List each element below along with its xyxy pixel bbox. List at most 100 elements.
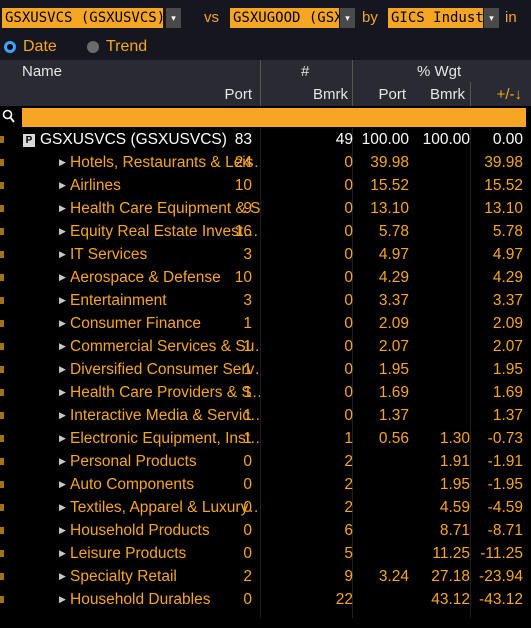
table-row[interactable]: ▶ Personal Products 0 2 1.91 -1.91 [0, 450, 531, 473]
table-row-total[interactable]: P GSXUSVCS (GSXUSVCS) 83 49 100.00 100.0… [0, 128, 531, 151]
cell-port-count: 1 [243, 338, 252, 355]
table-row[interactable]: ▶ Entertainment 3 0 3.37 3.37 [0, 289, 531, 312]
column-header-difference[interactable]: +/-↓ [496, 85, 522, 103]
column-header-name[interactable]: Name [22, 62, 63, 80]
cell-port-count: 1 [243, 315, 252, 332]
radio-trend-label: Trend [106, 38, 148, 55]
expand-arrow-icon[interactable]: ▶ [59, 571, 66, 581]
expand-arrow-icon[interactable]: ▶ [59, 318, 66, 328]
expand-arrow-icon[interactable]: ▶ [59, 410, 66, 420]
cell-bmrk-weight: 27.18 [431, 568, 470, 585]
search-icon[interactable] [2, 109, 16, 124]
cell-weight-diff: 39.98 [484, 154, 523, 171]
grouping-selector[interactable]: GICS Industri [388, 8, 483, 28]
portfolio-dropdown-icon[interactable]: ▾ [166, 8, 181, 28]
table-row[interactable]: ▶ Aerospace & Defense 10 0 4.29 4.29 [0, 266, 531, 289]
expand-arrow-icon[interactable]: ▶ [59, 548, 66, 558]
row-name: Household Durables [70, 591, 211, 608]
table-row[interactable]: ▶ Leisure Products 0 5 11.25 -11.25 [0, 542, 531, 565]
row-name: Hotels, Restaurants & Leis… [70, 154, 260, 171]
expand-arrow-icon[interactable]: ▶ [59, 364, 66, 374]
table-row[interactable]: ▶ Auto Components 0 2 1.95 -1.95 [0, 473, 531, 496]
column-header-bmrk[interactable]: Bmrk [313, 85, 348, 103]
column-header-weight-port[interactable]: Port [378, 85, 406, 103]
table-row[interactable]: ▶ Health Care Equipment & S… 9 0 13.10 13.10 [0, 197, 531, 220]
expand-arrow-icon[interactable]: ▶ [59, 249, 66, 259]
expand-arrow-icon[interactable]: ▶ [59, 387, 66, 397]
row-marker [0, 366, 4, 373]
table-row[interactable]: ▶ Household Products 0 6 8.71 -8.71 [0, 519, 531, 542]
table-row[interactable]: ▶ Consumer Finance 1 0 2.09 2.09 [0, 312, 531, 335]
radio-trend[interactable]: Trend [87, 37, 147, 57]
expand-arrow-icon[interactable]: ▶ [59, 157, 66, 167]
table-row[interactable]: ▶ Electronic Equipment, Inst… 1 1 0.56 1.30 -0… [0, 427, 531, 450]
cell-bmrk-count: 0 [344, 269, 353, 286]
cell-bmrk-weight: 1.30 [439, 430, 470, 447]
cell-weight-diff: 2.07 [492, 338, 523, 355]
table-row[interactable]: ▶ Equity Real Estate Invest… 16 0 5.78 5.78 [0, 220, 531, 243]
cell-port-count: 16 [234, 223, 252, 240]
column-header-port[interactable]: Port [224, 85, 252, 103]
expand-arrow-icon[interactable]: ▶ [59, 479, 66, 489]
expand-arrow-icon[interactable]: ▶ [59, 203, 66, 213]
row-marker [0, 159, 4, 166]
expand-arrow-icon[interactable]: ▶ [59, 525, 66, 535]
expand-arrow-icon[interactable]: ▶ [59, 341, 66, 351]
table-row[interactable]: ▶ IT Services 3 0 4.97 4.97 [0, 243, 531, 266]
row-marker [0, 274, 4, 281]
portfolio-selector[interactable]: GSXUSVCS (GSXUSVCS) [2, 8, 163, 28]
cell-port-weight: 1.37 [378, 407, 409, 424]
cell-weight-diff: 4.29 [492, 269, 523, 286]
cell-port-count: 0 [243, 453, 252, 470]
row-name: Interactive Media & Servic… [70, 407, 260, 424]
row-name: Textiles, Apparel & Luxury… [70, 499, 260, 516]
table-row[interactable]: ▶ Household Durables 0 22 43.12 -43.12 [0, 588, 531, 611]
cell-bmrk-count: 2 [344, 476, 353, 493]
expand-arrow-icon[interactable]: ▶ [59, 272, 66, 282]
grouping-dropdown-icon[interactable]: ▾ [484, 8, 499, 28]
table-row[interactable]: ▶ Health Care Providers & S… 1 0 1.69 1.69 [0, 381, 531, 404]
row-name: Diversified Consumer Serv… [70, 361, 260, 378]
cell-bmrk-count: 5 [344, 545, 353, 562]
cell-port-weight: 4.97 [378, 246, 409, 263]
filter-input[interactable] [22, 108, 526, 127]
table-row[interactable]: ▶ Commercial Services & Su… 1 0 2.07 2.07 [0, 335, 531, 358]
cell-bmrk-weight: 4.59 [439, 499, 470, 516]
cell-port-weight: 3.24 [378, 568, 409, 585]
portfolio-badge-icon: P [23, 134, 35, 147]
expand-arrow-icon[interactable]: ▶ [59, 502, 66, 512]
cell-port-weight: 5.78 [378, 223, 409, 240]
benchmark-dropdown-icon[interactable]: ▾ [340, 8, 355, 28]
cell-port-weight: 13.10 [370, 200, 409, 217]
table-row[interactable]: ▶ Textiles, Apparel & Luxury… 0 2 4.59 -4.59 [0, 496, 531, 519]
cell-bmrk-count: 0 [344, 292, 353, 309]
cell-port-count: 1 [243, 384, 252, 401]
column-header-weight-bmrk[interactable]: Bmrk [430, 85, 465, 103]
row-marker [0, 596, 4, 603]
cell-bmrk-count: 1 [344, 430, 353, 447]
table-row[interactable]: ▶ Interactive Media & Servic… 1 0 1.37 1.37 [0, 404, 531, 427]
cell-port-count: 0 [243, 591, 252, 608]
table-row[interactable]: ▶ Hotels, Restaurants & Leis… 24 0 39.98 39.9… [0, 151, 531, 174]
row-marker [0, 389, 4, 396]
cell-weight-diff: -4.59 [487, 499, 523, 516]
table-row[interactable]: ▶ Specialty Retail 2 9 3.24 27.18 -23.94 [0, 565, 531, 588]
cell-bmrk-count: 0 [344, 407, 353, 424]
expand-arrow-icon[interactable]: ▶ [59, 180, 66, 190]
cell-bmrk-count: 0 [344, 223, 353, 240]
expand-arrow-icon[interactable]: ▶ [59, 226, 66, 236]
row-name: Leisure Products [70, 545, 187, 562]
row-name: GSXUSVCS (GSXUSVCS) [40, 131, 227, 148]
cell-bmrk-weight: 1.91 [439, 453, 470, 470]
radio-date[interactable]: Date [4, 37, 57, 57]
row-name: Entertainment [70, 292, 167, 309]
expand-arrow-icon[interactable]: ▶ [59, 295, 66, 305]
by-label: by [362, 9, 378, 26]
expand-arrow-icon[interactable]: ▶ [59, 456, 66, 466]
benchmark-selector[interactable]: GSXUGOOD (GSX [230, 8, 339, 28]
expand-arrow-icon[interactable]: ▶ [59, 433, 66, 443]
cell-port-weight: 4.29 [378, 269, 409, 286]
expand-arrow-icon[interactable]: ▶ [59, 594, 66, 604]
table-row[interactable]: ▶ Airlines 10 0 15.52 15.52 [0, 174, 531, 197]
table-row[interactable]: ▶ Diversified Consumer Serv… 1 0 1.95 1.95 [0, 358, 531, 381]
